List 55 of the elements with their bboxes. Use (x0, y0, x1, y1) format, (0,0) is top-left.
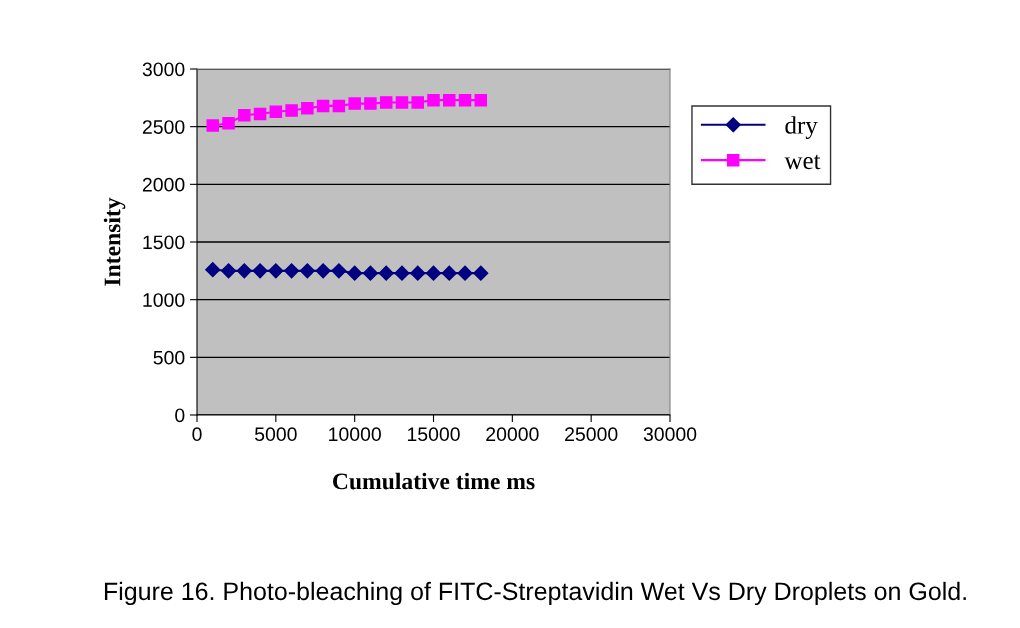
point (425, 265, 442, 281)
point (457, 265, 473, 281)
point (206, 119, 220, 132)
point (441, 265, 457, 281)
x-tick-label: 5000 (254, 427, 297, 442)
point (378, 265, 394, 281)
y-tick-label: 500 (153, 350, 185, 365)
point (443, 93, 456, 107)
point (252, 263, 268, 279)
point (474, 93, 488, 107)
y-tick-label: 0 (175, 408, 185, 423)
y-axis-title: Intensity (103, 197, 126, 286)
y-tick-label: 1000 (143, 293, 185, 307)
point (394, 265, 410, 281)
point (347, 265, 363, 281)
point (348, 97, 361, 110)
point (284, 263, 300, 279)
point (427, 93, 440, 107)
point (285, 104, 298, 117)
point (301, 101, 314, 115)
point (253, 107, 267, 121)
point (364, 97, 377, 110)
point (331, 263, 347, 279)
point (236, 263, 252, 279)
y-tick-label: 3000 (142, 62, 185, 77)
point (473, 265, 489, 281)
point (316, 99, 330, 113)
point (458, 93, 472, 107)
y-tick-label: 1500 (143, 235, 185, 250)
x-tick-label: 15000 (407, 427, 460, 442)
x-tick-label: 0 (192, 427, 202, 442)
point (220, 263, 237, 279)
legend-label: wet (784, 154, 821, 170)
point (362, 265, 379, 281)
point (299, 263, 315, 279)
point (410, 265, 426, 281)
x-tick-label: 30000 (643, 427, 697, 442)
caption: Figure 16. Photo-bleaching of FITC-Streptavidin Wet Vs Dry Droplets on Gold. (104, 581, 966, 606)
x-tick-label: 10000 (329, 427, 381, 442)
point (205, 262, 221, 278)
point (238, 108, 251, 122)
point (222, 116, 235, 130)
point (268, 263, 284, 279)
legend-label: dry (785, 116, 818, 139)
x-tick-label: 25000 (565, 427, 618, 442)
x-tick-label: 20000 (486, 427, 539, 442)
point (411, 96, 424, 109)
point (269, 105, 283, 118)
point (395, 96, 409, 109)
y-tick-label: 2500 (142, 120, 185, 134)
point (315, 263, 331, 279)
y-tick-label: 2000 (142, 177, 185, 192)
point (379, 96, 393, 109)
point (332, 99, 346, 113)
x-axis-title: Cumulative time ms (333, 472, 535, 490)
